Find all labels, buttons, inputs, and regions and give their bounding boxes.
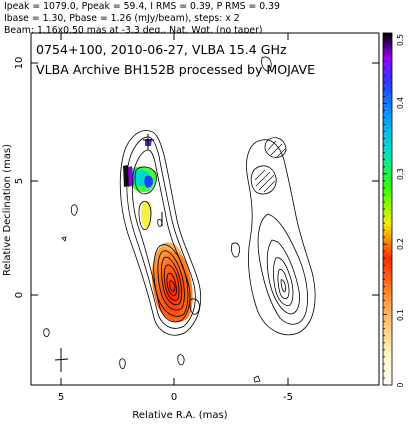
x-tick-label: 5 <box>58 392 64 403</box>
contour-1 <box>119 130 202 336</box>
contour-2 <box>126 136 196 329</box>
model-hatch-1 <box>250 165 277 195</box>
colorbar-label: 0.4 <box>396 97 405 109</box>
beam-markers <box>54 134 163 372</box>
contour-jet-inner <box>138 200 152 231</box>
contour-islet-3 <box>43 328 50 337</box>
contour-islet-1 <box>70 204 78 216</box>
colorbar-labels: 0 0.1 0.2 0.3 0.4 0.5 <box>396 34 405 388</box>
model-contour-2 <box>257 213 308 325</box>
x-tick-labels: 5 0 -5 <box>58 392 293 403</box>
colorbar-ticks <box>383 32 387 386</box>
model-hatch-2 <box>264 137 287 158</box>
header-line-3: Beam: 1.16x0.50 mas at -3.3 deg., Nat. W… <box>4 25 263 36</box>
y-tick-label: 10 <box>14 57 25 70</box>
x-tick-label: -5 <box>283 392 293 403</box>
contour-7 <box>163 264 180 301</box>
y-tick-labels: 0 5 10 <box>14 57 25 299</box>
stokes-i-contours <box>43 56 272 383</box>
contour-islet-6 <box>253 375 261 383</box>
chart-subtitle: VLBA Archive BH152B processed by MOJAVE <box>36 62 315 77</box>
model-contour-1 <box>246 139 316 336</box>
contour-islet-9 <box>157 219 163 227</box>
model-contour-4 <box>272 257 294 306</box>
beam-cross-h <box>54 358 69 361</box>
plot-frame <box>30 32 380 386</box>
contour-5 <box>157 250 185 311</box>
y-tick-label: 0 <box>14 292 25 298</box>
contour-islet-2 <box>61 236 67 242</box>
contour-islet-7 <box>261 56 272 72</box>
model-contour-3 <box>266 239 300 315</box>
x-axis-label: Relative R.A. (mas) <box>132 410 227 421</box>
contour-3 <box>132 149 191 323</box>
contour-islet-8 <box>231 242 240 258</box>
y-axis-label: Relative Declination (mas) <box>2 144 13 276</box>
y-tick-label: 5 <box>14 178 25 184</box>
colorbar-label: 0.5 <box>396 34 405 46</box>
colorbar-label: 0 <box>396 382 405 387</box>
contour-8 <box>166 272 177 297</box>
model-contour-5 <box>277 269 290 300</box>
contour-islet-5 <box>177 354 185 366</box>
contour-islet-4 <box>119 358 126 369</box>
x-tick-label: 0 <box>171 392 177 403</box>
contour-jet-knot <box>134 166 157 195</box>
contour-stub <box>189 298 200 315</box>
chart-title: 0754+100, 2010-06-27, VLBA 15.4 GHz <box>36 42 287 57</box>
pol-yellow-jet <box>141 200 152 229</box>
axis-ticks <box>31 33 379 385</box>
header-line-1: Ipeak = 1079.0, Ppeak = 59.4, I RMS = 0.… <box>4 1 280 12</box>
colorbar-label: 0.2 <box>396 238 405 250</box>
model-contour-6 <box>280 279 287 293</box>
contour-9 <box>169 280 176 292</box>
pol-blue-knot <box>144 175 153 188</box>
model-hatch-lines-2 <box>267 140 286 158</box>
colorbar-label: 0.1 <box>396 309 405 321</box>
contour-6 <box>161 256 183 306</box>
header-line-2: Ibase = 1.30, Pbase = 1.26 (mJy/beam), s… <box>4 13 240 24</box>
contour-4 <box>153 244 189 317</box>
model-contours <box>246 137 316 336</box>
model-hatch-lines <box>254 169 276 193</box>
colorbar-label: 0.3 <box>396 168 405 180</box>
